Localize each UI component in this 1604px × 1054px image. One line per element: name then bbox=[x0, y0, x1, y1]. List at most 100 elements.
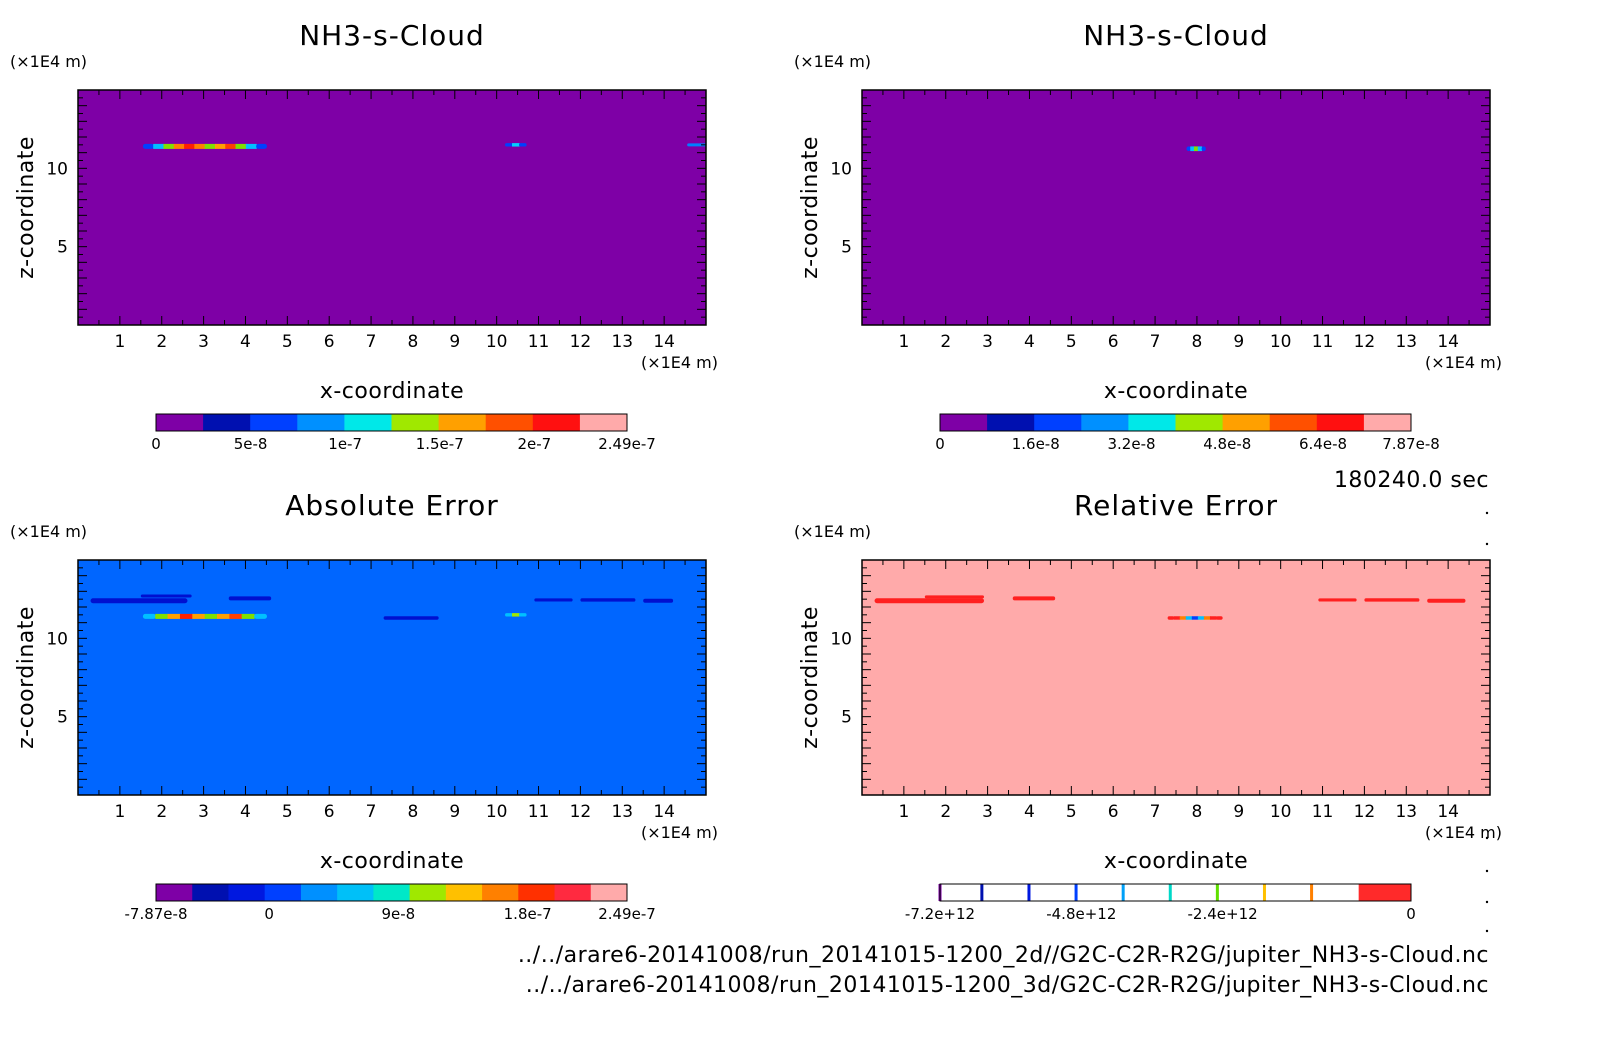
y-tick-label: 5 bbox=[841, 238, 852, 258]
colorbar-tick-label: -7.87e-8 bbox=[125, 905, 188, 923]
x-tick-label: 1 bbox=[114, 332, 125, 352]
y-axis-label: z-coordinate bbox=[798, 606, 823, 749]
y-unit-label: (×1E4 m) bbox=[794, 522, 871, 541]
x-tick-label: 8 bbox=[408, 802, 419, 822]
contour-cell bbox=[580, 598, 636, 602]
contour-cell bbox=[1167, 616, 1175, 620]
colorbar: -7.87e-8 0 9e-8 1.8e-7 2.49e-7 bbox=[125, 883, 656, 923]
x-axis-label: x-coordinate bbox=[320, 379, 464, 404]
colorbar-swatch bbox=[391, 414, 440, 431]
contour-cell bbox=[216, 613, 230, 619]
contour-cell bbox=[142, 613, 156, 619]
colorbar-tick-label: 2.49e-7 bbox=[598, 435, 656, 453]
x-tick-label: 1 bbox=[898, 802, 909, 822]
contour-cell bbox=[1318, 598, 1357, 602]
x-tick-label: 5 bbox=[282, 802, 293, 822]
contour-cell bbox=[1201, 146, 1206, 152]
x-tick-label: 4 bbox=[240, 332, 251, 352]
y-tick-label: 10 bbox=[830, 159, 852, 179]
plot-area bbox=[862, 560, 1490, 795]
colorbar-swatch bbox=[1128, 414, 1176, 431]
colorbar-swatch bbox=[940, 414, 988, 431]
contour-feature-0 bbox=[90, 598, 188, 604]
contour-cell bbox=[256, 143, 267, 149]
contour-feature-2 bbox=[228, 596, 272, 601]
x-tick-label: 12 bbox=[570, 332, 592, 352]
x-tick-label: 8 bbox=[1192, 332, 1203, 352]
contour-cell bbox=[518, 143, 527, 147]
x-tick-label: 11 bbox=[528, 802, 550, 822]
contour-cell bbox=[512, 613, 520, 617]
colorbar-swatch bbox=[1269, 414, 1318, 431]
contour-feature-2 bbox=[687, 143, 707, 147]
colorbar-tick-label: 7.87e-8 bbox=[1382, 435, 1440, 453]
colorbar-swatch bbox=[482, 884, 519, 901]
colorbar-tick-label: 2.49e-7 bbox=[598, 905, 656, 923]
colorbar-tick-label: 1.6e-8 bbox=[1012, 435, 1060, 453]
x-tick-label: 14 bbox=[1437, 332, 1459, 352]
colorbar-tick-label: 3.2e-8 bbox=[1107, 435, 1155, 453]
x-tick-label: 3 bbox=[198, 332, 209, 352]
x-tick-label: 6 bbox=[1108, 332, 1119, 352]
contour-cell bbox=[1185, 616, 1193, 620]
x-unit-label: (×1E4 m) bbox=[641, 353, 718, 372]
colorbar-frame bbox=[155, 413, 628, 432]
contour-cell bbox=[1186, 146, 1191, 152]
contour-feature-6 bbox=[1427, 598, 1466, 603]
contour-cell bbox=[874, 598, 985, 604]
decorative-dot bbox=[1485, 869, 1489, 873]
colorbar-tick-label: -7.2e+12 bbox=[905, 905, 975, 923]
contour-feature-0 bbox=[1186, 146, 1206, 152]
x-tick-label: 9 bbox=[1233, 332, 1244, 352]
colorbar-swatch bbox=[264, 884, 302, 901]
contour-cell bbox=[90, 598, 188, 604]
contour-cell bbox=[1194, 146, 1199, 152]
contour-cell bbox=[155, 613, 169, 619]
y-unit-label: (×1E4 m) bbox=[794, 52, 871, 71]
panel-p2: NH3-s-Cloud(×1E4 m)(×1E4 m)1 2 3 4 5 6 7 8 9 10 11… bbox=[794, 19, 1502, 453]
contour-cell bbox=[1012, 596, 1056, 601]
y-axis-label: z-coordinate bbox=[798, 136, 823, 279]
colorbar: -7.2e+12 -4.8e+12 -2.4e+12 0 bbox=[905, 883, 1416, 923]
y-tick-label: 5 bbox=[841, 708, 852, 728]
contour-feature-5 bbox=[1364, 598, 1420, 602]
colorbar-swatch bbox=[445, 884, 483, 901]
x-tick-label: 13 bbox=[1395, 802, 1417, 822]
contour-cell bbox=[687, 143, 707, 147]
chart-title: Absolute Error bbox=[285, 489, 499, 522]
x-tick-label: 4 bbox=[240, 802, 251, 822]
x-tick-label: 10 bbox=[1270, 332, 1292, 352]
colorbar-tick-label: 6.4e-8 bbox=[1299, 435, 1347, 453]
x-tick-label: 2 bbox=[940, 802, 951, 822]
x-tick-label: 9 bbox=[1233, 802, 1244, 822]
contour-cell bbox=[1216, 616, 1223, 620]
contour-feature-3 bbox=[1167, 616, 1223, 620]
x-tick-label: 11 bbox=[1312, 802, 1334, 822]
contour-feature-8 bbox=[643, 598, 674, 603]
chart-title: NH3-s-Cloud bbox=[299, 19, 485, 52]
colorbar-tick-label: 5e-8 bbox=[234, 435, 268, 453]
colorbar-swatch bbox=[1363, 414, 1412, 431]
colorbar-swatch bbox=[590, 884, 628, 901]
x-tick-label: 10 bbox=[486, 332, 508, 352]
colorbar-swatch bbox=[203, 414, 251, 431]
contour-cell bbox=[1197, 616, 1205, 620]
contour-cell bbox=[228, 596, 272, 601]
x-tick-label: 12 bbox=[1354, 332, 1376, 352]
y-axis-label: z-coordinate bbox=[14, 606, 39, 749]
x-tick-label: 4 bbox=[1024, 332, 1035, 352]
x-tick-label: 13 bbox=[1395, 332, 1417, 352]
panel-p4: Relative Error(×1E4 m)(×1E4 m)1 2 3 4 5 6 7 8 9 1… bbox=[794, 489, 1502, 923]
x-tick-label: 8 bbox=[408, 332, 419, 352]
colorbar-swatch bbox=[532, 414, 581, 431]
y-tick-label: 5 bbox=[57, 238, 68, 258]
x-tick-label: 7 bbox=[366, 332, 377, 352]
colorbar-swatch bbox=[250, 414, 298, 431]
x-tick-label: 14 bbox=[1437, 802, 1459, 822]
x-tick-label: 7 bbox=[1150, 332, 1161, 352]
colorbar-swatch bbox=[373, 884, 411, 901]
contour-cell bbox=[1364, 598, 1420, 602]
x-tick-label: 9 bbox=[449, 332, 460, 352]
contour-cell bbox=[1191, 616, 1199, 620]
x-tick-label: 5 bbox=[282, 332, 293, 352]
